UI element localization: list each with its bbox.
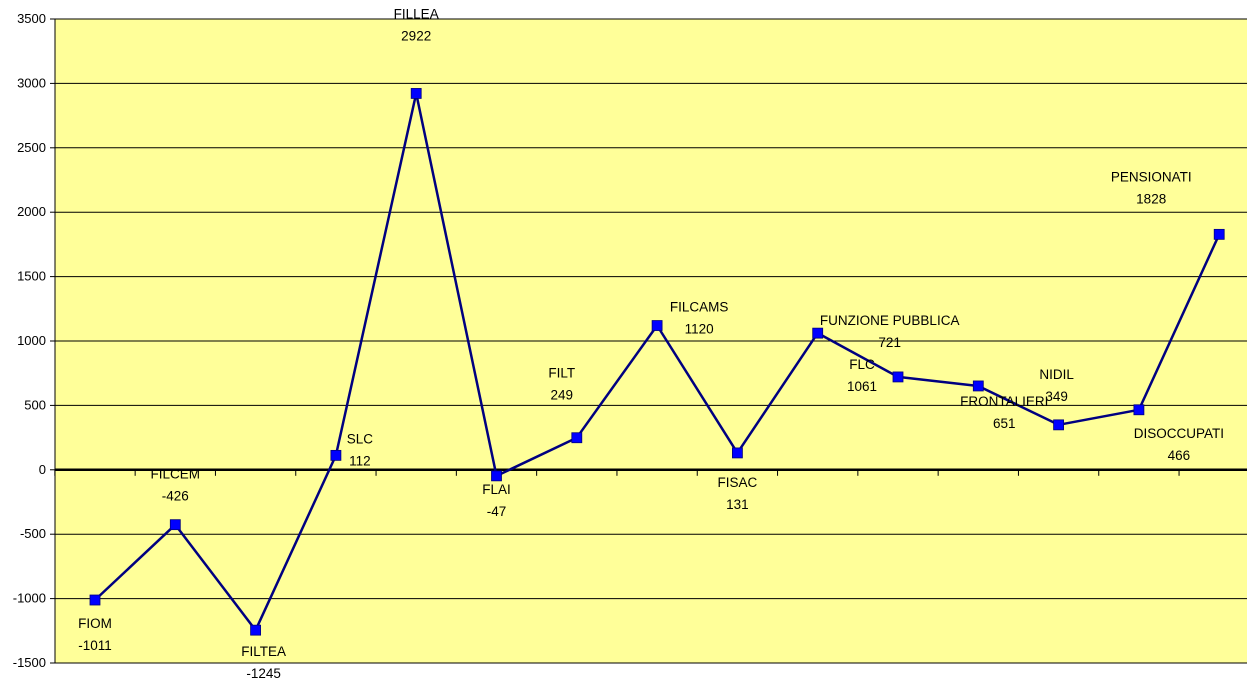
data-label-name: FILTEA: [241, 644, 286, 659]
data-point-marker: [732, 447, 743, 459]
data-label-value: 131: [726, 497, 749, 512]
data-label-name: SLC: [347, 431, 374, 446]
data-label-value: -1011: [78, 638, 112, 653]
data-label-name: FILLEA: [394, 6, 439, 21]
y-tick-label: 1000: [17, 333, 46, 348]
data-label-name: FUNZIONE PUBBLICA: [820, 313, 960, 328]
data-point-marker: [1133, 404, 1145, 416]
y-tick-label: 2000: [17, 204, 46, 219]
data-label-value: 651: [993, 416, 1016, 431]
data-label-value: -426: [162, 489, 189, 504]
data-label-value: 721: [878, 335, 901, 350]
y-tick-label: 500: [24, 397, 46, 412]
data-point-marker: [651, 320, 663, 331]
data-label-value: 2922: [401, 28, 431, 43]
data-label-value: 466: [1168, 448, 1191, 463]
data-point-marker: [892, 371, 904, 383]
gridlines: [55, 18, 1247, 664]
data-label-value: 349: [1045, 389, 1068, 404]
data-point-marker: [491, 470, 502, 482]
series-markers: [89, 88, 1225, 636]
y-tick-label: -500: [20, 526, 46, 541]
y-tick-label: -1500: [13, 655, 46, 670]
data-point-marker: [169, 519, 181, 531]
data-label-name: FRONTALIERI: [960, 394, 1048, 409]
data-label-name: FILCAMS: [670, 300, 729, 315]
data-point-marker: [330, 449, 342, 461]
y-tick-label: 0: [39, 462, 46, 477]
x-axis: [54, 468, 1247, 476]
y-tick-label: -1000: [13, 591, 46, 606]
y-tick-label: 3000: [17, 75, 46, 90]
data-point-marker: [1213, 228, 1225, 240]
data-label-name: FILCEM: [151, 467, 201, 482]
data-label-value: 1120: [685, 322, 714, 337]
data-label-name: FLAI: [482, 482, 511, 497]
data-label-value: 1828: [1136, 191, 1166, 206]
data-label-value: 112: [349, 453, 371, 468]
y-axis: 3500 3000 2500 2000 1500 1000 500 0 -500 -1000 -15…: [13, 11, 56, 670]
data-label-name: FIOM: [78, 616, 112, 631]
data-label-name: FILT: [548, 366, 575, 381]
y-tick-label: 1500: [17, 269, 46, 284]
data-point-marker: [812, 327, 824, 339]
data-label-value: 1061: [847, 379, 877, 394]
data-point-marker: [250, 624, 262, 636]
data-point-marker: [972, 380, 984, 392]
data-point-marker: [1053, 419, 1064, 431]
data-label-name: FISAC: [718, 475, 758, 490]
data-point-marker: [89, 594, 101, 606]
data-labels: FIOM -1011 FILCEM -426 FILTEA -1245 SLC 112 FILL…: [78, 6, 1224, 680]
data-label-value: -1245: [246, 666, 281, 680]
y-tick-label: 2500: [17, 140, 46, 155]
data-label-name: FLC: [849, 357, 875, 372]
data-label-value: -47: [487, 504, 507, 519]
data-label-value: 249: [551, 388, 574, 403]
data-label-name: PENSIONATI: [1111, 169, 1192, 184]
data-point-marker: [410, 88, 422, 99]
data-point-marker: [571, 432, 583, 444]
data-label-name: DISOCCUPATI: [1134, 426, 1224, 441]
y-tick-label: 3500: [17, 11, 46, 26]
data-label-name: NIDIL: [1039, 367, 1074, 382]
